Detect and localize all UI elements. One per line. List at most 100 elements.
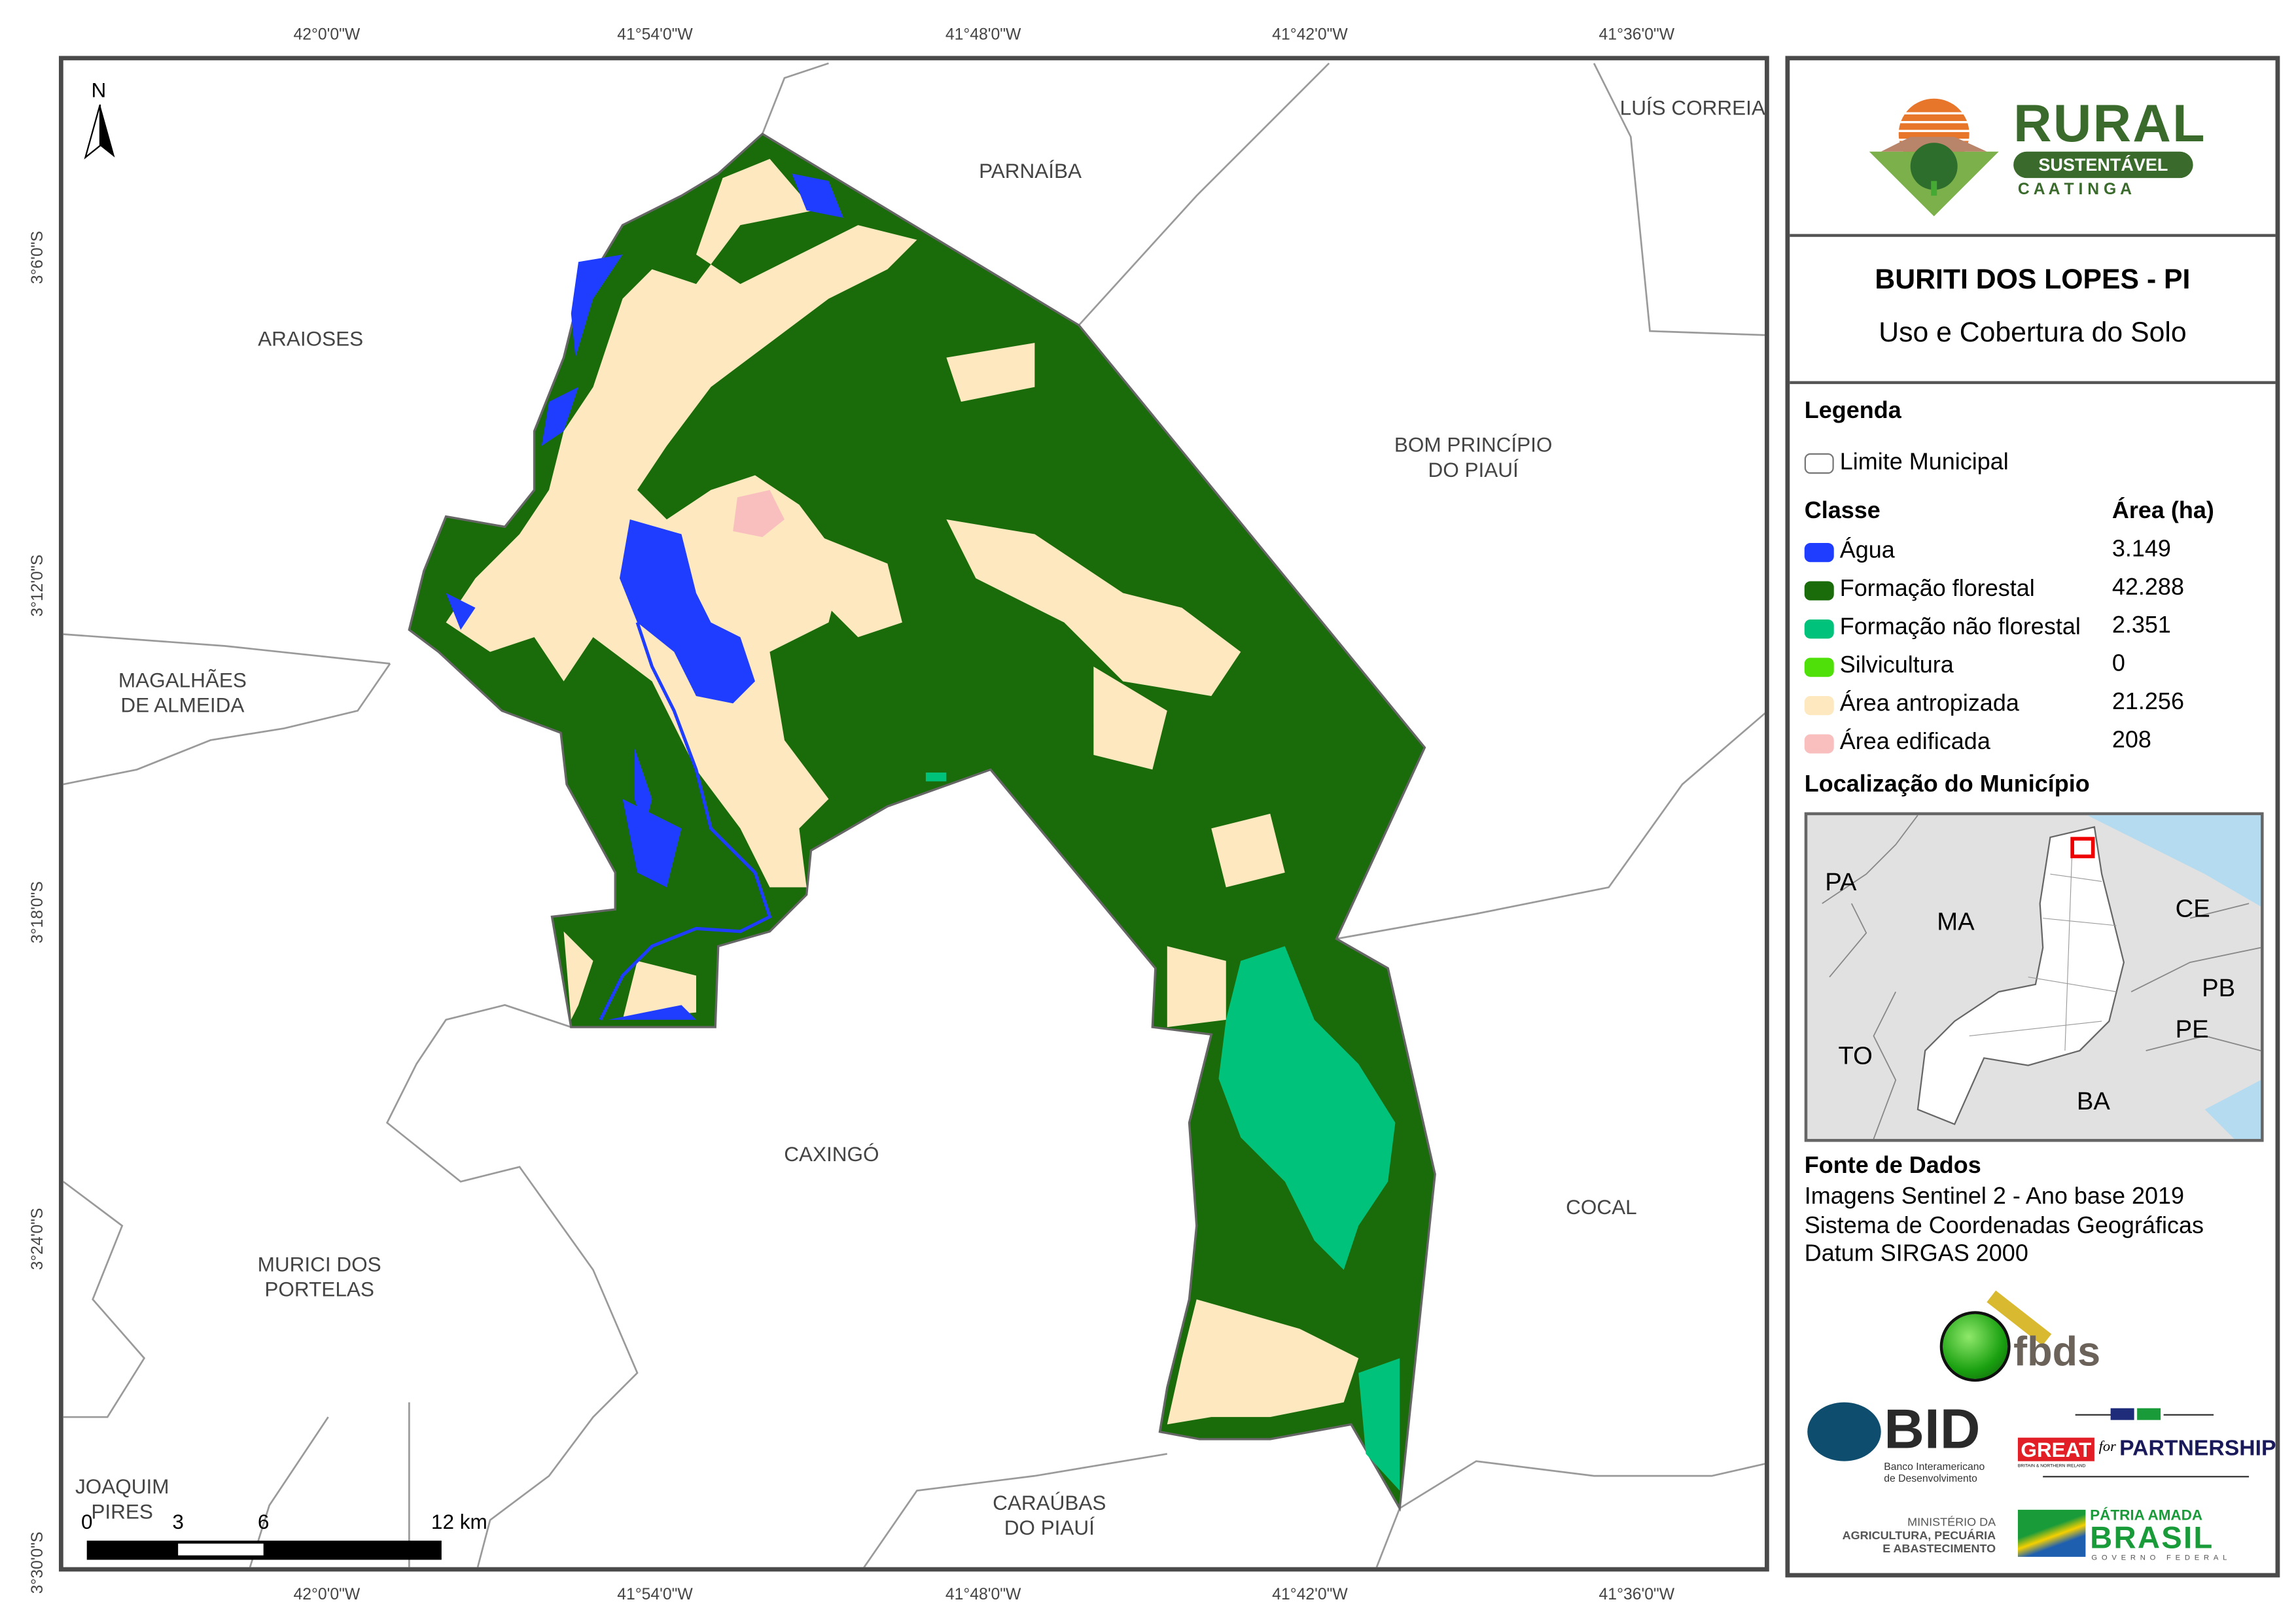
label-magalhaes: MAGALHÃES DE ALMEIDA	[118, 668, 247, 718]
logo-sustentavel: SUSTENTÁVEL	[2013, 151, 2193, 179]
class-label: Formação florestal	[1839, 576, 2035, 602]
legend-class-row: Água	[1804, 537, 1895, 567]
class-swatch	[1804, 657, 1834, 676]
legend-heading: Legenda	[1804, 398, 1901, 424]
state-label: PE	[2175, 1015, 2209, 1043]
legend-class-row: Formação florestal	[1804, 576, 2035, 605]
label-luis-correia: LUÍS CORREIA	[1619, 96, 1765, 120]
label-caxingo: CAXINGÓ	[784, 1142, 879, 1166]
class-label: Formação não florestal	[1839, 615, 2081, 640]
label-line: MAGALHÃES	[118, 668, 247, 692]
location-inset-map: PA MA CE PB PE TO BA	[1804, 812, 2264, 1142]
uk-flag-icon	[2110, 1408, 2134, 1420]
label-caraubas: CARAÚBAS DO PIAUÍ	[993, 1491, 1106, 1541]
class-swatch	[1804, 542, 1834, 562]
class-area: 3.149	[2111, 537, 2171, 563]
legend-class-row: Área antropizada	[1804, 690, 2019, 720]
land-cover-map	[63, 62, 1765, 1567]
lon-label: 41°36'0"W	[1598, 26, 1675, 44]
lat-label: 3°12'0"S	[29, 554, 47, 617]
label-line: DE ALMEIDA	[120, 693, 245, 717]
class-area: 42.288	[2111, 575, 2184, 601]
label-parnaiba: PARNAÍBA	[979, 158, 1082, 183]
class-swatch	[1804, 695, 1834, 715]
fbds-globe-icon	[1939, 1311, 2011, 1382]
ministry-line: AGRICULTURA, PECUÁRIA	[1842, 1529, 1996, 1543]
label-araioses: ARAIOSES	[258, 326, 364, 351]
brasil-line2: BRASIL	[2090, 1521, 2214, 1556]
class-label: Área antropizada	[1839, 691, 2019, 717]
divider	[2043, 1476, 2250, 1478]
label-line: PORTELAS	[264, 1277, 374, 1301]
class-swatch	[1804, 618, 1834, 638]
class-area: 21.256	[2111, 689, 2184, 716]
great-partnership: PARTNERSHIP	[2119, 1436, 2276, 1461]
class-area: 0	[2111, 652, 2125, 677]
source-line: Imagens Sentinel 2 - Ano base 2019	[1804, 1184, 2185, 1210]
divider	[2075, 1414, 2126, 1416]
label-line: DO PIAUÍ	[1004, 1515, 1095, 1539]
bid-emblem-icon	[1807, 1402, 1881, 1461]
bid-subtitle: Banco Interamericano de Desenvolvimento	[1884, 1463, 1985, 1486]
label-cocal: COCAL	[1566, 1195, 1637, 1219]
scale-bar-black	[86, 1541, 442, 1560]
municipal-boundary	[408, 132, 1436, 1512]
built-area	[733, 490, 785, 538]
lon-label: 41°48'0"W	[945, 1586, 1021, 1604]
lon-label: 42°0'0"W	[293, 26, 361, 44]
bid-text: BID	[1884, 1399, 1981, 1461]
ministry-line: E ABASTECIMENTO	[1882, 1542, 1996, 1556]
scale-label: 6	[257, 1509, 270, 1533]
legend-class-row: Formação não florestal	[1804, 614, 2081, 643]
fbds-text: fbds	[2013, 1329, 2101, 1374]
state-label: CE	[2175, 894, 2210, 923]
map-subtitle: Uso e Cobertura do Solo	[1879, 317, 2187, 349]
great-sub: BRITAIN & NORTHERN IRELAND	[2017, 1462, 2086, 1469]
non-forest-formation-areas	[925, 772, 1400, 1491]
divider	[1790, 381, 2276, 385]
caatinga-emblem-icon	[1869, 98, 1999, 217]
class-area: 2.351	[2111, 613, 2171, 639]
lon-label: 42°0'0"W	[293, 1586, 361, 1604]
label-bom-principio: BOM PRINCÍPIO DO PIAUÍ	[1394, 432, 1552, 482]
brasil-line3: GOVERNO FEDERAL	[2091, 1554, 2232, 1563]
anthropized-areas	[446, 158, 1359, 1425]
scale-label: 0	[80, 1509, 93, 1533]
class-swatch	[1804, 580, 1834, 600]
lon-label: 41°54'0"W	[617, 26, 693, 44]
legend-label: Limite Municipal	[1839, 450, 2009, 476]
great-text: GREAT	[2017, 1437, 2094, 1461]
lat-label: 3°18'0"S	[29, 881, 47, 944]
scale-label: 3	[172, 1509, 184, 1533]
scale-label: 12 km	[431, 1509, 487, 1533]
label-line: DO PIAUÍ	[1428, 457, 1519, 481]
state-label: TO	[1838, 1041, 1873, 1070]
lat-label: 3°30'0"S	[29, 1531, 47, 1594]
class-label: Silvicultura	[1839, 653, 1954, 678]
legend-panel: RURAL SUSTENTÁVEL C A A T I N G A BURITI…	[1785, 56, 2280, 1578]
state-label: PB	[2202, 974, 2236, 1002]
class-label: Área edificada	[1839, 729, 1990, 755]
lon-label: 41°48'0"W	[945, 26, 1021, 44]
great-for: for	[2098, 1439, 2116, 1456]
legend-class-row: Silvicultura	[1804, 652, 1954, 681]
logo-rural: RURAL	[2013, 92, 2206, 153]
state-label: BA	[2076, 1087, 2110, 1116]
divider	[2163, 1414, 2214, 1416]
ministry-text: MINISTÉRIO DA AGRICULTURA, PECUÁRIA E AB…	[1819, 1516, 1996, 1556]
class-label: Água	[1839, 538, 1895, 564]
limit-swatch	[1804, 453, 1834, 474]
north-arrow-icon	[84, 104, 115, 160]
lat-label: 3°24'0"S	[29, 1208, 47, 1270]
label-line: PIRES	[91, 1499, 153, 1524]
river	[599, 621, 772, 1021]
state-label: PA	[1825, 868, 1857, 896]
sources-heading: Fonte de Dados	[1804, 1153, 1981, 1179]
inset-map-graphic	[1822, 815, 2261, 1140]
map-title: BURITI DOS LOPES - PI	[1875, 264, 2191, 296]
class-header: Classe	[1804, 498, 1881, 524]
lon-label: 41°54'0"W	[617, 1586, 693, 1604]
bid-sub-line: de Desenvolvimento	[1884, 1474, 1977, 1485]
source-line: Datum SIRGAS 2000	[1804, 1242, 2028, 1267]
divider	[1790, 234, 2276, 237]
